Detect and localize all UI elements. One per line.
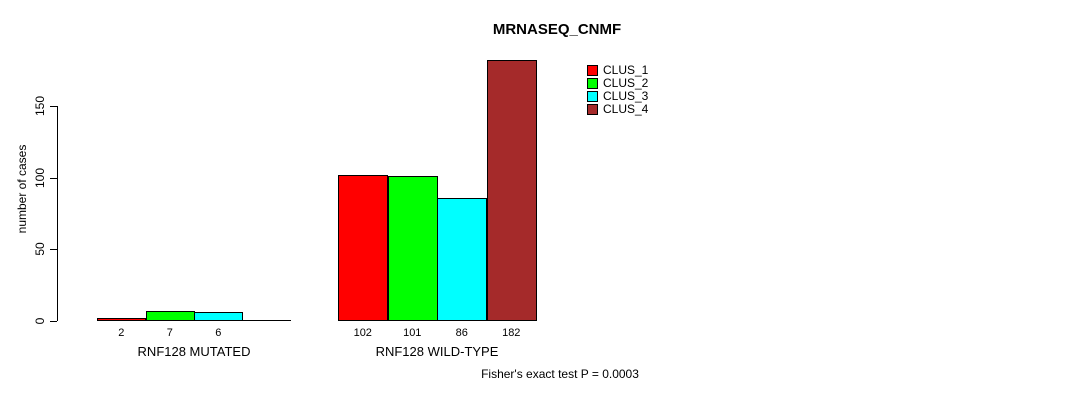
y-tick-label: 0	[33, 317, 47, 325]
y-axis	[57, 106, 58, 321]
bar-clus_2	[388, 176, 438, 321]
legend-swatch-clus-2	[587, 78, 598, 89]
legend-item-clus-2: CLUS_2	[587, 77, 648, 90]
y-tick	[50, 249, 57, 250]
legend-label: CLUS_2	[603, 76, 649, 90]
legend-swatch-clus-1	[587, 65, 598, 76]
legend-swatch-clus-4	[587, 104, 598, 115]
y-tick-label: 100	[33, 167, 47, 189]
y-tick-label: 50	[33, 242, 47, 256]
bar-clus_4	[487, 60, 537, 321]
y-tick	[50, 321, 57, 322]
y-tick	[50, 178, 57, 179]
bar-value-label: 6	[215, 327, 222, 339]
bar-value-label: 7	[166, 327, 173, 339]
category-label: RNF128 WILD-TYPE	[375, 344, 499, 359]
bar-value-label: 2	[118, 327, 125, 339]
legend-item-clus-4: CLUS_4	[587, 103, 648, 116]
legend-label: CLUS_1	[603, 63, 649, 77]
bar-clus_2	[146, 311, 195, 321]
category-label: RNF128 MUTATED	[137, 344, 251, 359]
bar-clus_1	[97, 318, 146, 321]
annotation-fisher-test: Fisher's exact test P = 0.0003	[481, 367, 639, 381]
legend-label: CLUS_3	[603, 89, 649, 103]
legend-item-clus-3: CLUS_3	[587, 90, 648, 103]
y-tick-label: 150	[33, 95, 47, 117]
bar-clus_3	[437, 198, 487, 321]
bar-value-label: 102	[353, 327, 372, 339]
bar-clus_1	[338, 175, 388, 321]
y-tick	[50, 106, 57, 107]
legend: CLUS_1 CLUS_2 CLUS_3 CLUS_4	[587, 64, 648, 116]
bar-value-label: 101	[403, 327, 422, 339]
bar-value-label: 182	[502, 327, 521, 339]
y-axis-label: number of cases	[15, 144, 29, 234]
legend-item-clus-1: CLUS_1	[587, 64, 648, 77]
bar-clus_3	[194, 312, 243, 321]
chart-title: MRNASEQ_CNMF	[492, 21, 622, 38]
legend-label: CLUS_4	[603, 102, 649, 116]
legend-swatch-clus-3	[587, 91, 598, 102]
bar-value-label: 86	[455, 327, 468, 339]
